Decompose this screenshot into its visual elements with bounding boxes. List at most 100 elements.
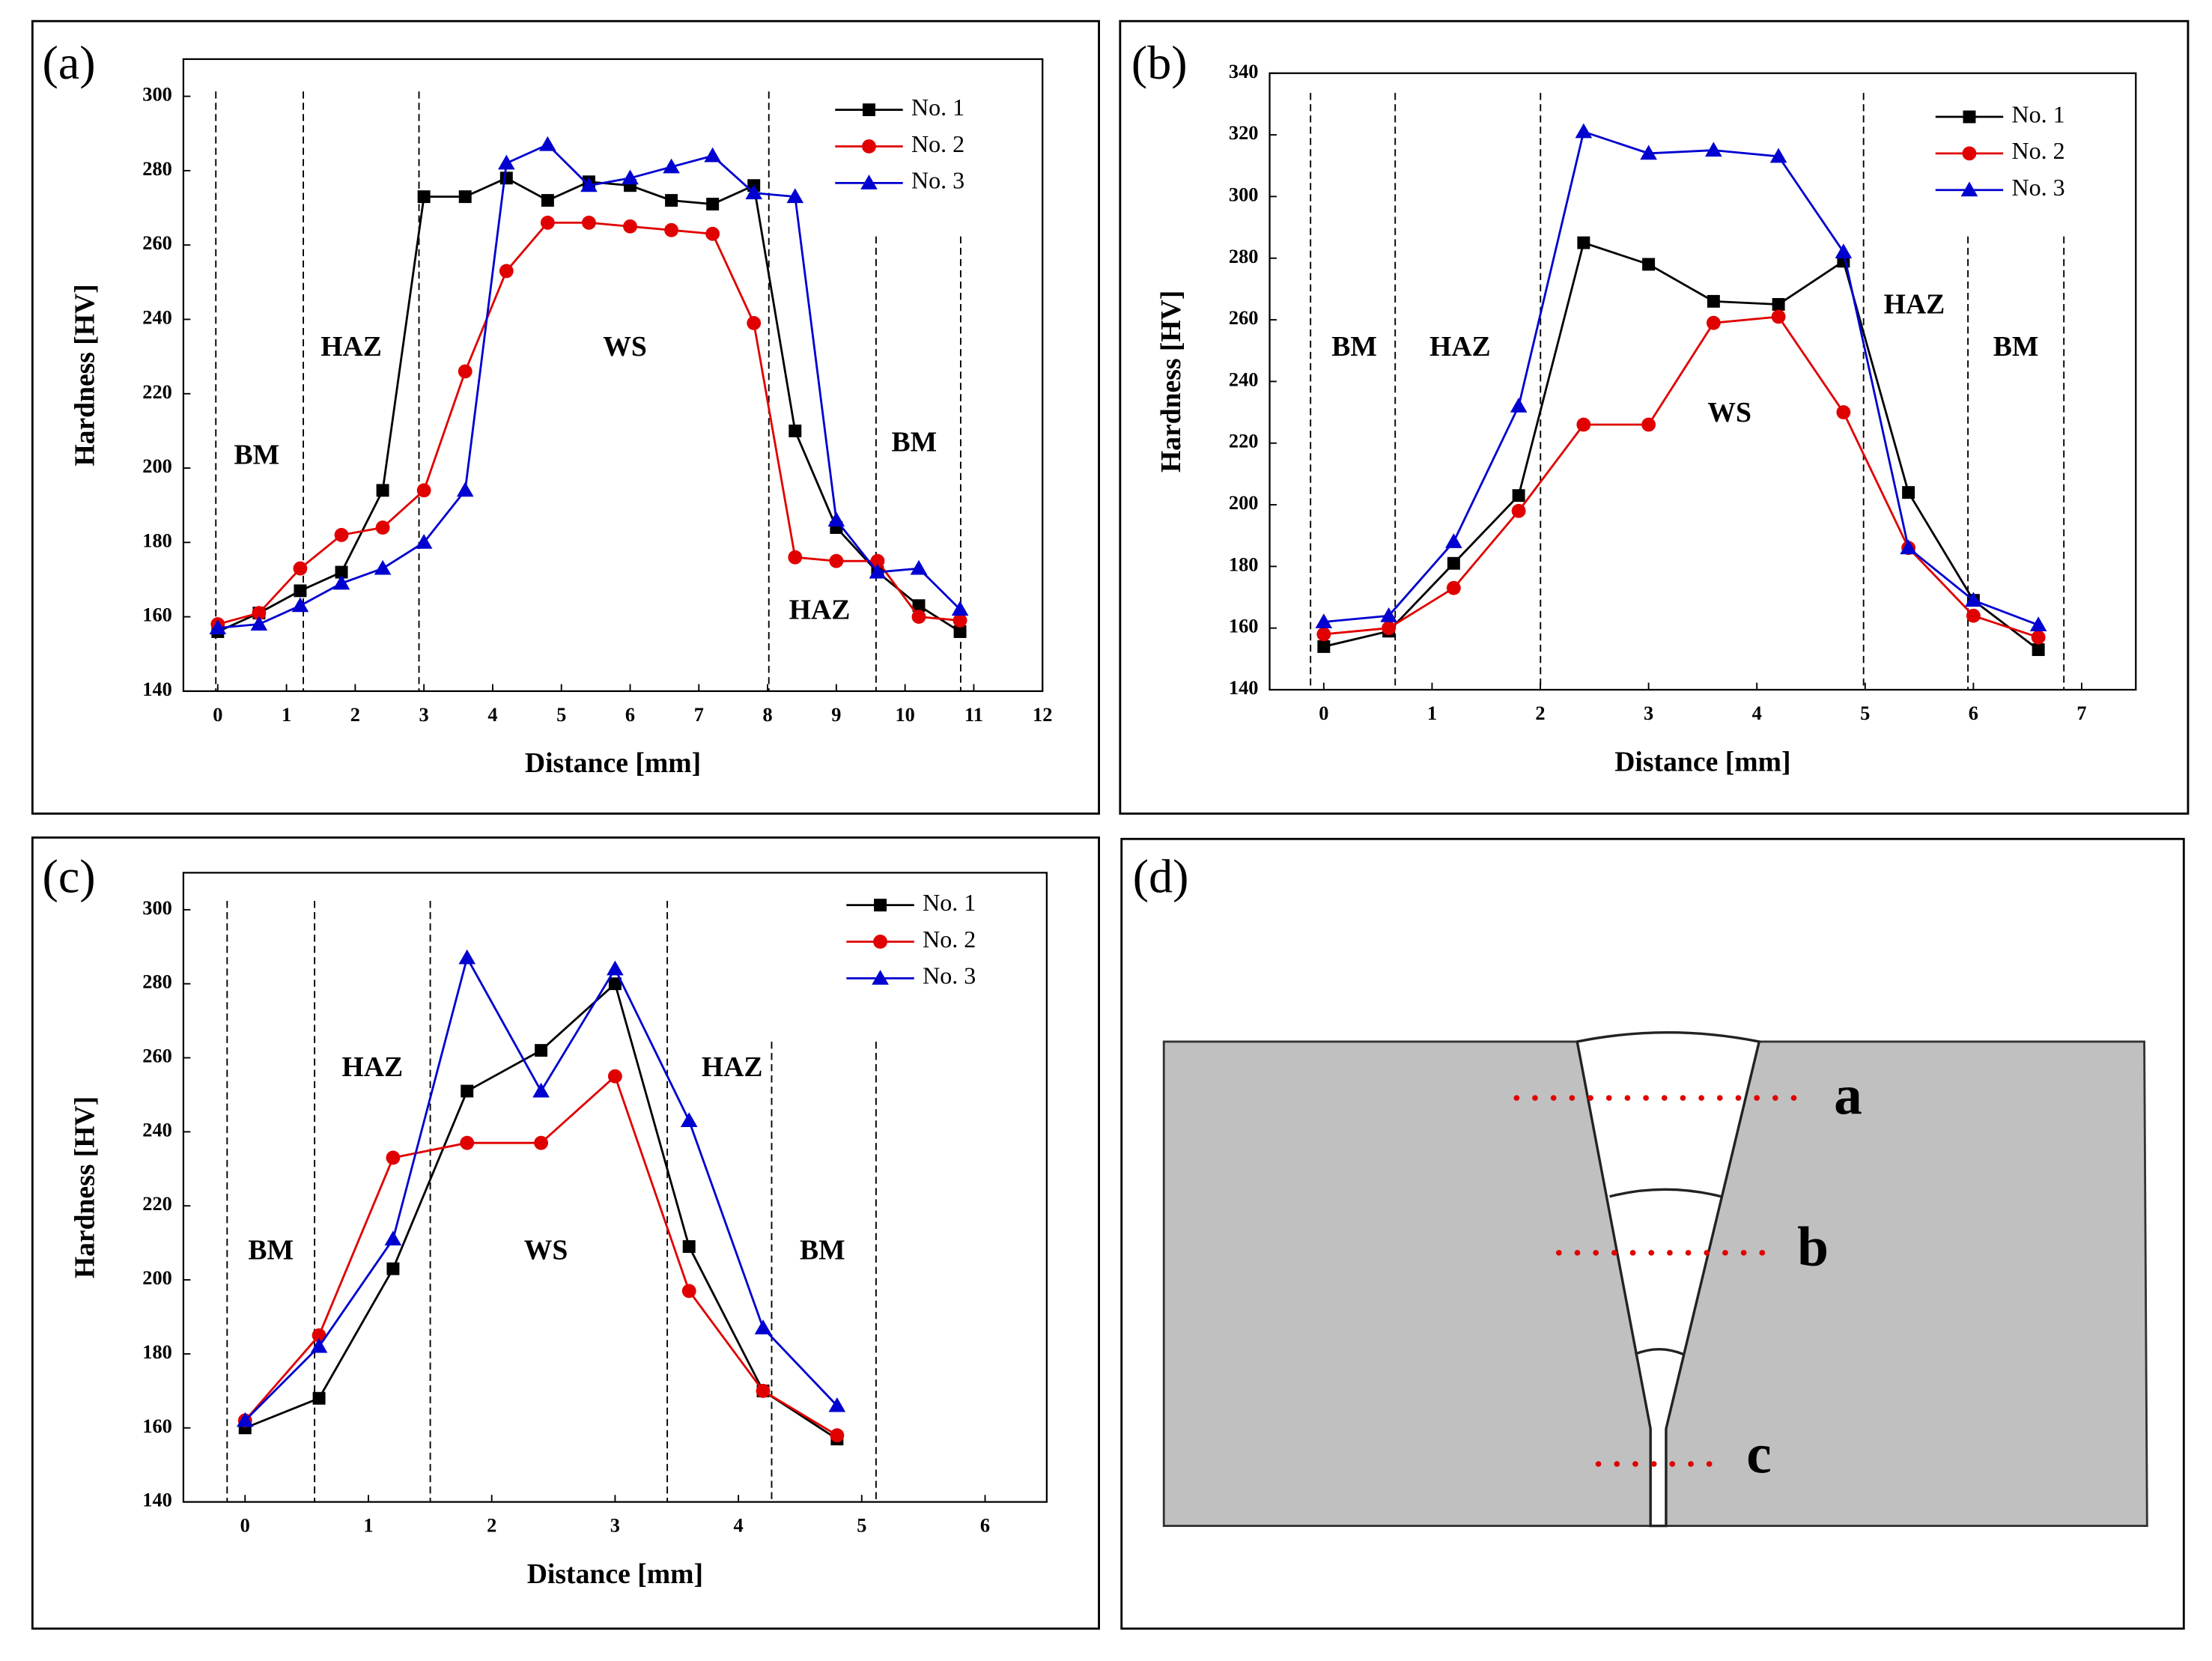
legend-marker [872,970,889,985]
zone-label: WS [524,1235,568,1266]
x-tick-label: 3 [419,704,429,726]
diagram-panel: (d) a b c [1120,837,2185,1630]
marker [665,194,678,207]
marker [705,226,720,241]
marker [384,1230,402,1246]
marker [1902,486,1915,499]
series-line [1323,241,2040,651]
marker [1446,580,1461,595]
panel-label: (a) [43,36,96,89]
marker [456,482,474,497]
marker [250,616,268,631]
marker [1707,294,1720,308]
marker [747,316,762,330]
x-tick-label: 2 [1535,702,1545,724]
marker [312,1391,326,1405]
marker [2031,630,2046,645]
y-tick-label: 300 [142,84,172,106]
marker [830,1428,845,1443]
y-tick-label: 140 [1229,677,1259,699]
marker [1642,258,1656,271]
marker [912,599,926,613]
y-tick-label: 240 [1229,368,1259,390]
zone-label: BM [248,1235,294,1266]
marker [911,610,926,625]
marker [745,184,763,200]
marker [1835,243,1853,258]
y-axis-label: Hardness [HV] [69,1096,100,1278]
x-tick-label: 0 [1319,702,1328,724]
y-tick-label: 280 [1229,246,1259,267]
marker [458,364,473,379]
x-tick-label: 7 [2076,702,2086,724]
y-tick-label: 300 [1229,183,1259,205]
legend-marker [1962,146,1977,161]
marker [952,613,967,628]
zone-label: WS [1707,397,1751,428]
zone-label: BM [234,440,280,471]
y-tick-label: 340 [1229,61,1259,82]
marker [209,619,227,634]
marker [541,194,554,207]
y-tick-label: 300 [142,897,172,919]
marker [910,559,928,575]
legend-label: No. 3 [911,167,964,194]
x-tick-label: 5 [556,704,566,726]
y-tick-label: 160 [142,1415,172,1437]
x-tick-label: 5 [1860,702,1870,724]
zone-label: BM [891,427,937,458]
legend-marker [862,139,876,154]
marker [293,561,308,576]
marker [664,222,679,237]
line-label: a [1834,1064,1862,1126]
y-tick-label: 260 [142,232,172,254]
y-tick-label: 280 [142,971,172,993]
panel-frame [31,19,1100,815]
marker [334,528,349,542]
x-tick-label: 12 [1033,704,1052,726]
marker [2029,616,2047,632]
marker [1510,398,1528,413]
marker [236,1412,254,1427]
marker [2032,643,2045,656]
marker [754,1320,772,1334]
marker [786,188,804,204]
y-tick-label: 140 [142,678,172,700]
legend-marker [1960,181,1978,197]
marker [499,264,514,279]
y-tick-label: 180 [142,1341,172,1363]
y-tick-label: 280 [142,158,172,180]
panel-frame [31,836,1100,1630]
marker [497,154,515,170]
zone-label: WS [603,331,647,362]
marker [1447,556,1460,570]
y-axis-label: Hardness [HV] [69,284,100,466]
x-axis-label: Distance [mm] [525,747,701,779]
marker [376,484,389,497]
marker [417,190,431,204]
x-axis-label: Distance [mm] [527,1558,703,1590]
legend-marker [863,103,875,117]
marker [499,171,513,185]
marker [415,534,433,549]
x-tick-label: 1 [363,1514,373,1536]
y-tick-label: 320 [1229,122,1259,144]
marker [623,219,637,234]
marker [458,949,476,965]
marker [416,483,431,498]
y-tick-label: 260 [1229,307,1259,329]
x-tick-label: 9 [831,704,841,726]
x-tick-label: 2 [487,1514,496,1536]
y-tick-label: 220 [142,1193,172,1215]
marker [607,1069,622,1084]
legend-label: No. 1 [923,889,976,916]
marker [1511,503,1526,518]
marker [540,215,555,230]
marker [953,625,967,638]
marker [828,1397,846,1412]
marker [532,1082,550,1098]
marker [1966,608,1981,623]
marker [291,597,309,613]
marker [252,606,267,621]
